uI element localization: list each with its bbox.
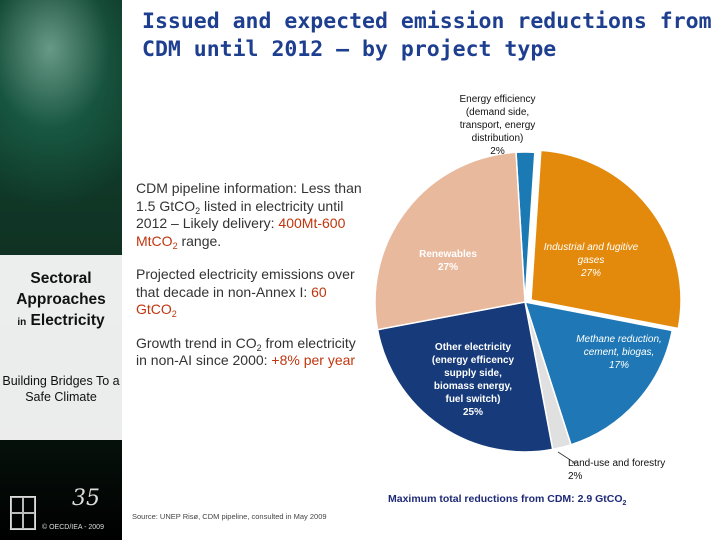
pie-label-line: supply side, [444,368,502,379]
highlight-delivery: 400Mt-600 MtCO2 [136,215,346,251]
title-panel [0,255,122,440]
pie-slice-other-electricity [376,301,554,453]
pie-label-line: fuel switch) [445,394,501,405]
pie-label-renewables: Renewables 27% [406,248,490,274]
total-reductions-label: Maximum total reductions from CDM: 2.9 G… [388,493,627,508]
pie-label-line: 27% [437,262,458,273]
page-title: Issued and expected emission reductions … [142,9,712,62]
pie-label-line: 2% [490,146,505,157]
pie-label-line: 25% [462,407,483,418]
pie-label-line: distribution) [471,133,524,144]
pie-label-line: 27% [580,268,601,279]
pie-label-land-use: Land-use and forestry 2% [568,457,718,483]
pie-label-line: 2% [568,471,583,482]
pie-label-energy-efficiency: Energy efficiency (demand side, transport,… [440,93,555,158]
sidebar-heading-line-2: Approaches [16,291,106,308]
sidebar-heading-in: in [17,317,27,328]
highlight-emissions: 60 GtCO2 [136,283,327,319]
bullet-list: CDM pipeline information: Less than 1.5 … [136,180,366,386]
background-glow [0,0,122,210]
anniversary-logo-icon: 35 [72,486,100,511]
bullet-1: CDM pipeline information: Less than 1.5 … [136,180,362,251]
pie-label-line: (energy efficency [431,355,515,366]
pie-label-industrial: Industrial and fugitive gases 27% [532,241,650,280]
pie-label-line: Renewables [419,249,477,260]
pie-label-line: Industrial and fugitive [543,242,639,253]
pie-label-line: 17% [608,360,629,371]
bullet-2: Projected electricity emissions over tha… [136,266,355,319]
pie-label-line: transport, energy [459,120,536,131]
highlight-growth: +8% per year [271,352,356,368]
pie-label-line: Other electricity [434,342,512,353]
pie-chart [374,149,682,464]
pie-label-line: Methane reduction, [576,334,662,345]
copyright-text: © OECD/IEA - 2009 [42,524,104,531]
pie-label-other-electricity: Other electricity (energy efficency supply… [414,341,532,419]
pie-slice-industrial [530,149,682,330]
source-note: Source: UNEP Risø, CDM pipeline, consult… [132,512,327,521]
pie-slice-methane [523,301,674,446]
iea-logo-icon [10,496,36,530]
pie-label-line: (demand side, [465,107,530,118]
sidebar-heading-line-1: Sectoral [30,270,92,287]
logo-area: 35 © OECD/IEA - 2009 [10,486,120,536]
pie-label-line: gases [577,255,605,266]
left-decorative-band: Sectoral Approaches in Electricity Build… [0,0,122,540]
pie-label-line: Energy efficiency [459,94,536,105]
pie-label-line: Land-use and forestry [568,458,666,469]
bullet-3: Growth trend in CO2 from electricity in … [136,334,356,369]
leader-line-land-use [557,451,577,464]
pie-label-line: biomass energy, [433,381,513,392]
pie-slice-renewables [374,151,526,331]
sidebar-heading-line-3: Electricity [30,312,105,329]
pie-label-methane: Methane reduction, cement, biogas, 17% [560,333,678,372]
sidebar-subtitle: Building Bridges To a Safe Climate [2,374,120,404]
pie-label-line: cement, biogas, [583,347,655,358]
sidebar-heading: Sectoral Approaches in Electricity [0,268,122,333]
